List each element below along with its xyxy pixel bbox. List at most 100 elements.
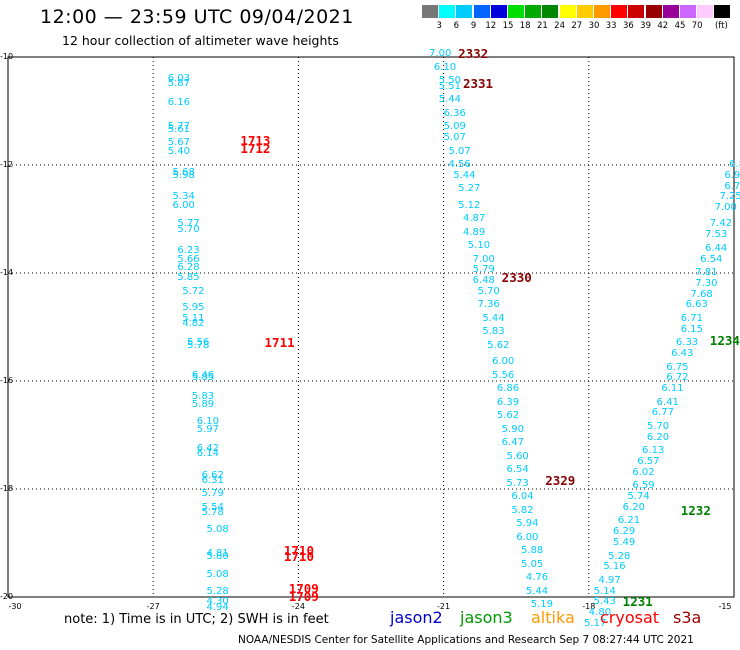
wave-height-reading: 5.16 xyxy=(603,562,626,573)
color-scale-label: 30 xyxy=(588,21,600,31)
wave-height-reading: 5.62 xyxy=(496,411,520,422)
color-scale-box xyxy=(439,5,456,18)
wave-height-reading: 6.59 xyxy=(632,481,655,492)
latitude-label: -18 xyxy=(0,484,14,493)
wave-height-reading: 6.10 xyxy=(433,62,457,73)
wave-height-reading: 5.54 xyxy=(201,502,224,513)
wave-height-reading: 5.97 xyxy=(196,424,220,435)
wave-height-reading: 5.56 xyxy=(492,370,515,381)
color-scale-label: 45 xyxy=(674,21,686,31)
color-scale-box xyxy=(594,5,610,18)
color-scale-label: 27 xyxy=(571,21,583,31)
wave-height-reading: 7.00 xyxy=(714,203,737,214)
color-scale-box xyxy=(680,5,696,18)
pass-number-label: 1712 xyxy=(240,142,271,155)
wave-height-reading: 6.00 xyxy=(172,200,195,211)
wave-height-reading: 6.39 xyxy=(496,397,520,408)
wave-height-reading: 7.00 xyxy=(429,49,452,60)
wave-height-reading: 5.98 xyxy=(172,170,195,181)
color-scale-label: 39 xyxy=(640,21,651,31)
longitude-label: -18 xyxy=(582,602,596,611)
wave-height-reading: 6.46 xyxy=(191,370,215,381)
color-scale-unit: (ft) xyxy=(714,21,728,31)
latitude-label: -20 xyxy=(0,592,14,601)
wave-height-reading: 6.29 xyxy=(613,527,636,538)
color-scale-label: 6 xyxy=(453,21,460,31)
longitude-label: -21 xyxy=(437,602,451,611)
color-scale-label: 24 xyxy=(554,21,565,31)
wave-height-reading: 5.56 xyxy=(187,338,210,349)
wave-height-reading: 7.30 xyxy=(695,278,718,289)
wave-height-reading: 5.77 xyxy=(177,219,200,230)
wave-height-reading: 5.70 xyxy=(646,421,670,432)
map-title: 12:00 — 23:59 UTC 09/04/2021 xyxy=(40,6,354,28)
legend-item-jason3: jason3 xyxy=(460,608,513,627)
color-scale-box xyxy=(628,5,645,18)
wave-height-reading: 5.34 xyxy=(172,192,195,203)
pass-number-label: 1710 xyxy=(283,545,314,558)
wave-height-reading: 6.83 xyxy=(729,160,740,170)
wave-height-reading: 5.08 xyxy=(206,570,229,581)
longitude-label: -27 xyxy=(146,602,160,611)
wave-height-reading: 4.81 xyxy=(206,548,229,559)
color-scale-box xyxy=(697,5,714,18)
pass-number-label: 1711 xyxy=(264,337,295,350)
wave-height-reading: 5.51 xyxy=(438,81,462,92)
wave-height-reading: 6.03 xyxy=(167,73,190,84)
color-scale-box xyxy=(525,5,542,18)
color-scale-label: 18 xyxy=(519,21,531,31)
wave-height-reading: 7.81 xyxy=(695,268,718,278)
wave-height-reading: 5.12 xyxy=(458,200,481,211)
wave-height-reading: 5.67 xyxy=(167,138,190,149)
wave-height-reading: 5.44 xyxy=(438,95,462,106)
pass-number-label: 1231 xyxy=(622,596,653,609)
wave-height-reading: 6.15 xyxy=(680,324,704,335)
wave-height-reading: 6.20 xyxy=(646,432,670,443)
wave-height-reading: 4.82 xyxy=(182,319,205,330)
pass-number-label: 1713 xyxy=(240,134,271,147)
wave-height-reading: 6.00 xyxy=(516,532,539,543)
wave-height-reading: 5.05 xyxy=(521,559,544,570)
wave-height-reading: 5.66 xyxy=(177,254,200,265)
wave-height-reading: 6.42 xyxy=(196,443,220,454)
wave-height-reading: 5.70 xyxy=(477,286,500,297)
wave-height-reading: 5.95 xyxy=(182,303,205,314)
wave-height-reading: 4.80 xyxy=(588,608,612,619)
wave-height-reading: 5.50 xyxy=(438,76,462,87)
wave-height-reading: 4.97 xyxy=(598,575,621,586)
map-subtitle: 12 hour collection of altimeter wave hei… xyxy=(62,33,339,48)
color-scale-box xyxy=(422,5,438,18)
color-scale-box xyxy=(645,5,662,18)
wave-height-reading: 5.88 xyxy=(521,546,544,557)
wave-height-reading: 6.14 xyxy=(196,448,220,459)
legend-item-cryosat: cryosat xyxy=(600,608,660,627)
wave-height-reading: 6.23 xyxy=(177,246,200,257)
wave-height-reading: 6.71 xyxy=(724,181,740,192)
wave-height-reading: 5.83 xyxy=(191,392,215,403)
wave-height-reading: 5.73 xyxy=(506,478,529,489)
wave-height-reading: 4.87 xyxy=(462,214,486,224)
color-scale-label: 3 xyxy=(436,21,442,31)
wave-height-reading: 5.19 xyxy=(530,600,553,611)
wave-height-reading: 5.78 xyxy=(187,340,210,351)
color-scale-label: 21 xyxy=(536,21,548,31)
wave-height-reading: 5.14 xyxy=(593,586,616,597)
wave-height-reading: 6.04 xyxy=(511,492,534,503)
wave-height-reading: 6.47 xyxy=(501,438,524,449)
wave-height-reading: 5.89 xyxy=(191,400,215,411)
wave-height-reading: 5.60 xyxy=(506,451,529,462)
color-scale-label: 70 xyxy=(691,21,703,31)
wave-height-reading: 5.11 xyxy=(182,313,205,324)
color-scale-box xyxy=(559,5,576,18)
wave-height-reading: 7.68 xyxy=(690,289,713,300)
wave-height-reading: 6.75 xyxy=(666,362,689,373)
wave-height-reading: 6.28 xyxy=(177,262,200,273)
wave-height-reading: 4.94 xyxy=(206,602,229,613)
wave-height-reading: 5.85 xyxy=(191,373,215,384)
wave-height-reading: 4.76 xyxy=(525,573,549,584)
wave-height-reading: 6.77 xyxy=(651,408,674,419)
wave-height-reading: 4.30 xyxy=(206,597,229,608)
color-scale-box xyxy=(576,5,593,18)
wave-height-reading: 5.08 xyxy=(206,524,229,535)
